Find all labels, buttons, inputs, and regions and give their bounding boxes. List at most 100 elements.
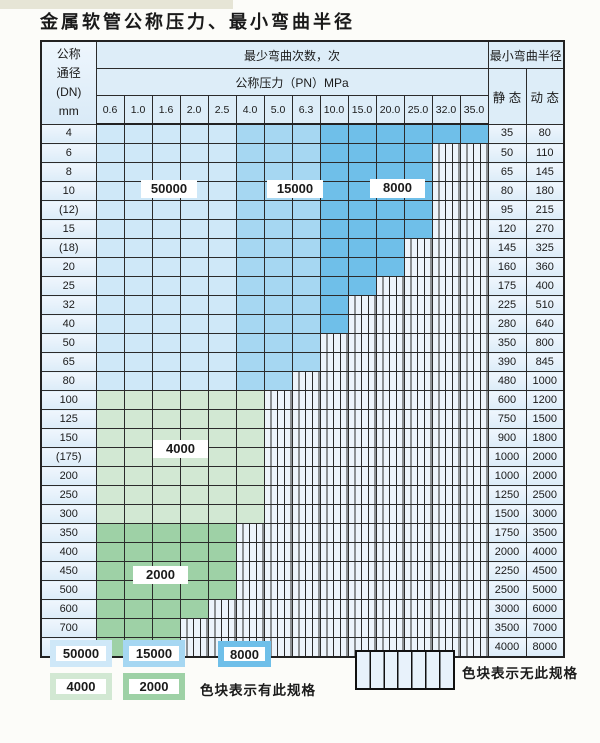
spec-cell [95,504,125,524]
no-spec-cell [319,428,349,448]
spec-cell [263,295,293,315]
spec-cell [95,295,125,315]
dn-cell: 6 [40,143,97,163]
no-spec-cell [431,428,461,448]
no-spec-cell [347,390,377,410]
spec-cell [151,371,181,391]
no-spec-cell [431,219,461,239]
no-spec-cell [179,618,209,638]
spec-cell [179,314,209,334]
pressure-value-header: 15.0 [347,95,377,125]
no-spec-cell [431,162,461,182]
static-radius-cell: 480 [487,371,527,391]
spec-cell [95,371,125,391]
spec-cell [179,504,209,524]
spec-cell [123,200,153,220]
table-row: 300 1500 3000 [40,504,565,524]
no-spec-cell [403,314,433,334]
spec-cell [95,409,125,429]
no-spec-cell [431,295,461,315]
spec-cell [263,276,293,296]
spec-cell [207,219,237,239]
spec-cell [235,428,265,448]
static-radius-cell: 65 [487,162,527,182]
spec-cell [403,143,433,163]
static-radius-cell: 1000 [487,447,527,467]
spec-cell [207,181,237,201]
no-spec-cell [375,314,405,334]
spec-cell [95,200,125,220]
spec-cell [151,523,181,543]
no-spec-cell [403,371,433,391]
dynamic-radius-cell: 2000 [525,466,565,486]
legend-box-8000: 8000 [218,641,271,667]
spec-cell [95,599,125,619]
static-radius-cell: 225 [487,295,527,315]
spec-cell [375,257,405,277]
no-spec-cell [375,561,405,581]
no-spec-cell [375,542,405,562]
no-spec-cell [431,238,461,258]
spec-cell [207,580,237,600]
no-spec-cell [403,447,433,467]
no-spec-cell [403,257,433,277]
spec-cell [207,447,237,467]
dynamic-radius-cell: 1500 [525,409,565,429]
spec-cell [263,333,293,353]
spec-cell [319,295,349,315]
spec-table: 公称 通径 (DN) mm 最少弯曲次数，次 最小弯曲半径 公称压力（PN）MPa 静 态动 … [40,40,565,658]
spec-cell [403,162,433,182]
no-spec-cell [263,618,293,638]
spec-cell [179,409,209,429]
static-radius-cell: 2250 [487,561,527,581]
spec-cell [151,200,181,220]
spec-cell [179,352,209,372]
spec-cell [263,162,293,182]
no-spec-cell [263,561,293,581]
no-spec-cell [347,618,377,638]
no-spec-cell [431,523,461,543]
static-radius-cell: 600 [487,390,527,410]
spec-cell [95,561,125,581]
spec-cell [207,428,237,448]
spec-cell [123,447,153,467]
static-radius-cell: 2500 [487,580,527,600]
static-radius-cell: 120 [487,219,527,239]
no-spec-cell [263,485,293,505]
spec-cell [235,123,265,144]
region-label-8000: 8000 [370,179,425,198]
no-spec-cell [347,314,377,334]
no-spec-cell [347,504,377,524]
dynamic-radius-cell: 800 [525,333,565,353]
no-spec-cell [375,371,405,391]
spec-cell [95,447,125,467]
no-spec-cell [291,428,321,448]
no-spec-cell [319,580,349,600]
dn-cell: 15 [40,219,97,239]
spec-cell [347,162,377,182]
no-spec-cell [319,561,349,581]
table-row: (175) 1000 2000 [40,447,565,467]
static-radius-cell: 50 [487,143,527,163]
spec-cell [151,504,181,524]
no-spec-cell [347,561,377,581]
spec-cell [123,219,153,239]
no-spec-cell [459,542,489,562]
static-header: 静 态 [487,68,527,125]
no-spec-cell [403,295,433,315]
spec-cell [235,200,265,220]
spec-cell [151,295,181,315]
region-label-15000: 15000 [267,180,323,198]
spec-cell [375,219,405,239]
legend-box-50000: 50000 [50,640,112,667]
dynamic-radius-cell: 360 [525,257,565,277]
no-spec-cell [319,390,349,410]
spec-cell [235,295,265,315]
spec-cell [403,219,433,239]
spec-cell [123,371,153,391]
spec-cell [123,409,153,429]
no-spec-cell [431,314,461,334]
spec-cell [151,314,181,334]
spec-cell [291,257,321,277]
spec-cell [319,143,349,163]
